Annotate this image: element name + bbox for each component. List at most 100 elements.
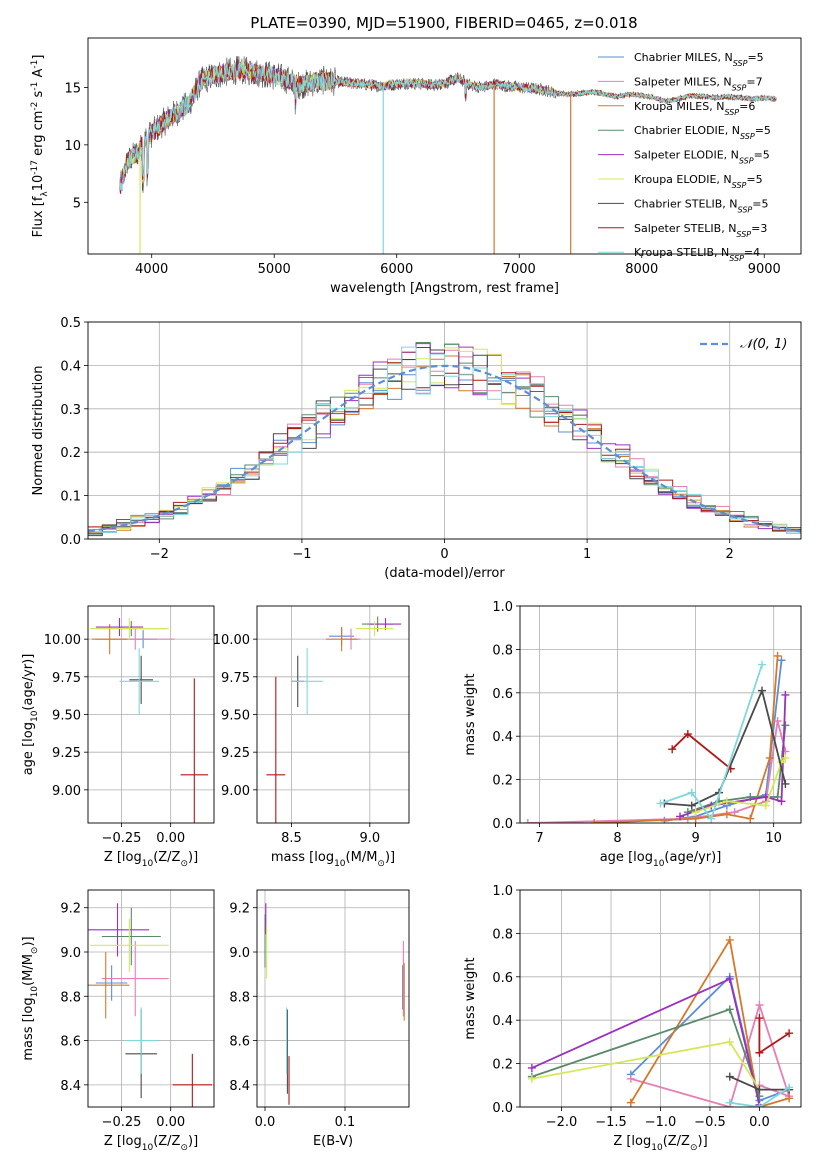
axes-frame <box>256 889 410 1108</box>
y-tick-label: 0.5 <box>60 316 81 331</box>
weight-marker <box>761 801 770 810</box>
errorbar-kroupa-elodie <box>355 621 394 637</box>
mass_vs_Z-plot-area <box>88 903 213 1107</box>
y-tick-label: 0.8 <box>492 927 513 942</box>
age_vs_mass-plot-area <box>266 616 402 823</box>
y-tick-label: 0.2 <box>60 446 81 461</box>
y-tick-label: 9.75 <box>52 671 81 686</box>
errorbar-kroupa-stelib <box>125 1007 157 1074</box>
legend-label: Kroupa STELIB, NSSP=4 <box>634 246 760 263</box>
x-tick-label: 7000 <box>503 262 536 277</box>
y-tick-label: 0.2 <box>492 774 513 789</box>
y-tick-label: 0.1 <box>60 490 81 505</box>
y-axis-label: mass weight <box>463 673 478 755</box>
weight-marker <box>668 745 677 754</box>
x-tick-label: −0.5 <box>694 1115 726 1130</box>
weight-marker <box>757 660 766 669</box>
errorbar-kroupa-elodie <box>89 618 169 640</box>
weight-marker <box>781 753 790 762</box>
x-tick-label: −0.25 <box>102 1115 142 1130</box>
weight-marker <box>781 721 790 730</box>
x-tick-label: 2 <box>726 547 734 562</box>
errorbar-salpeter-stelib <box>172 1053 213 1107</box>
spectrum-line-kroupa-stelib <box>119 61 777 192</box>
x-tick-label: 0.0 <box>255 1115 276 1130</box>
errorbar-kroupa-stelib <box>119 648 159 715</box>
x-tick-label: −0.25 <box>102 831 142 846</box>
spectrum-panel: 4000 5000 6000 7000 8000 9000 5 10 15 wavelength … <box>30 37 802 296</box>
weight-marker <box>746 814 755 823</box>
y-tick-label: 8.8 <box>60 990 81 1005</box>
axes-frame <box>87 37 802 255</box>
age_vs_Z-frame: −0.25 0.00 9.00 9.25 9.50 9.75 10.00 Z [log10(Z… <box>21 605 215 869</box>
x-tick-label: 9000 <box>748 262 781 277</box>
errorbar-chabrier-elodie <box>101 907 161 966</box>
x-tick-label: 8.5 <box>281 831 302 846</box>
parameter-panels: −0.25 0.00 9.00 9.25 9.50 9.75 10.00 Z [log10(Z… <box>21 605 410 1153</box>
legend-label: 𝒩(0, 1) <box>740 337 787 352</box>
weight-marker <box>781 779 790 788</box>
weight-series-salpeter-elodie <box>676 690 790 821</box>
spectrum-frame: 4000 5000 6000 7000 8000 9000 5 10 15 wavelength … <box>30 37 802 296</box>
y-tick-label: 8.4 <box>60 1079 81 1094</box>
legend-label: Chabrier MILES, NSSP=5 <box>634 51 764 68</box>
y-tick-label: 15 <box>64 81 81 96</box>
weight_vs_Z-plot-area <box>527 935 794 1107</box>
histogram-salpeter-stelib <box>88 359 801 532</box>
weight-marker <box>676 812 685 821</box>
age_vs_mass-frame: 8.5 9.0 9.00 9.25 9.50 9.75 10.00 mass [log10(M… <box>213 605 410 869</box>
x-axis-label: (data-model)/error <box>384 566 505 581</box>
y-tick-label: 0.2 <box>492 1058 513 1073</box>
weight-marker <box>683 730 692 739</box>
x-axis-label: Z [log10(Z/Z⊙)] <box>104 850 198 869</box>
y-tick-label: 0.0 <box>492 817 513 832</box>
y-tick-label: 0.4 <box>60 359 81 374</box>
weight-marker <box>626 1098 635 1107</box>
weight-marker <box>725 935 734 944</box>
weight-marker <box>722 810 731 819</box>
x-tick-label: 8 <box>613 831 621 846</box>
y-tick-label: 0.3 <box>60 403 81 418</box>
y-tick-label: 9.0 <box>229 946 250 961</box>
x-tick-label: 4000 <box>135 262 168 277</box>
y-tick-label: 9.0 <box>60 946 81 961</box>
legend-label: Salpeter MILES, NSSP=7 <box>634 75 763 92</box>
weight-marker <box>725 1098 734 1107</box>
residuals-legend: 𝒩(0, 1) <box>700 337 787 352</box>
y-tick-label: 9.00 <box>221 784 250 799</box>
y-tick-label: 9.75 <box>221 671 250 686</box>
legend-label: Chabrier ELODIE, NSSP=5 <box>634 124 771 141</box>
x-axis-label: E(B-V) <box>313 1134 353 1149</box>
weight-marker <box>757 686 766 695</box>
axes-frame <box>519 889 802 1108</box>
y-tick-label: 9.25 <box>52 746 81 761</box>
axes-frame <box>87 321 802 540</box>
axes-frame <box>87 889 215 1108</box>
x-tick-label: 9 <box>691 831 699 846</box>
figure-title: PLATE=0390, MJD=51900, FIBERID=0465, z=0… <box>250 14 637 32</box>
y-tick-label: 0.0 <box>492 1101 513 1116</box>
y-axis-label: mass weight <box>463 957 478 1039</box>
y-tick-label: 0.0 <box>60 533 81 548</box>
x-axis-label: Z [log10(Z/Z⊙)] <box>613 1134 707 1153</box>
weight-marker <box>527 1074 536 1083</box>
x-axis-label: Z [log10(Z/Z⊙)] <box>104 1134 198 1153</box>
mass_vs_Z-frame: −0.25 0.00 8.4 8.6 8.8 9.0 9.2 Z [log10(Z/Z⊙)] m… <box>21 889 215 1153</box>
x-tick-label: 0.1 <box>335 1115 356 1130</box>
x-axis-label: age [log10(age/yr)] <box>600 850 722 869</box>
y-tick-label: 10 <box>64 139 81 154</box>
y-tick-label: 8.6 <box>60 1035 81 1050</box>
weight-series-chabrier-elodie <box>683 721 790 817</box>
weight-marker <box>725 1072 734 1081</box>
residuals-plot-area <box>88 342 801 537</box>
y-tick-label: 0.4 <box>492 730 513 745</box>
weight-series-salpeter-stelib <box>668 730 735 773</box>
weight-marker <box>725 1005 734 1014</box>
weight-marker <box>755 1048 764 1057</box>
weight-marker <box>785 1029 794 1038</box>
errorbar-salpeter-elodie <box>95 618 144 637</box>
x-tick-label: −1.0 <box>645 1115 677 1130</box>
y-tick-label: 9.25 <box>221 746 250 761</box>
